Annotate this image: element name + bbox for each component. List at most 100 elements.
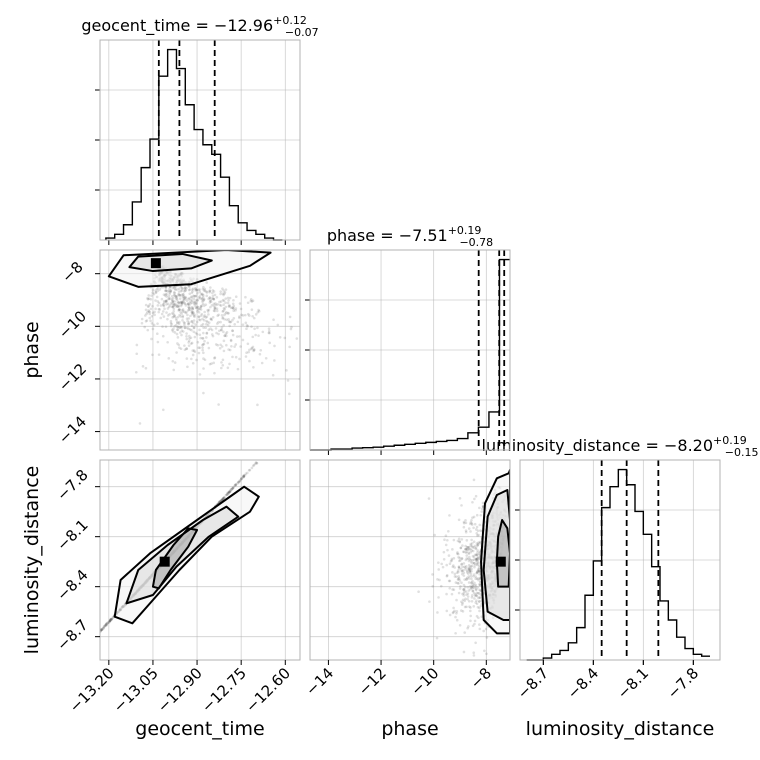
scatter-point bbox=[141, 365, 145, 368]
scatter-point bbox=[168, 292, 171, 296]
scatter-point bbox=[42, 691, 45, 694]
scatter-point bbox=[154, 291, 158, 294]
scatter-point bbox=[185, 347, 188, 351]
scatter-point bbox=[186, 309, 190, 312]
scatter-point bbox=[458, 579, 462, 582]
scatter-point bbox=[464, 530, 468, 534]
scatter-point bbox=[203, 358, 207, 362]
scatter-point bbox=[474, 559, 478, 563]
scatter-point bbox=[219, 292, 222, 296]
scatter-point bbox=[68, 663, 71, 666]
scatter-point bbox=[467, 581, 471, 584]
scatter-point bbox=[224, 312, 228, 315]
scatter-point bbox=[223, 292, 226, 295]
hist-step-luminosity-distance bbox=[526, 468, 710, 661]
scatter-point bbox=[188, 292, 192, 296]
scatter-point bbox=[182, 290, 186, 293]
scatter-point bbox=[183, 323, 186, 327]
scatter-point bbox=[187, 344, 191, 347]
x-tick-label-phase: −8 bbox=[467, 664, 495, 692]
scatter-point bbox=[179, 325, 182, 329]
scatter-point bbox=[442, 550, 446, 554]
scatter-point bbox=[466, 585, 470, 589]
scatter-point bbox=[186, 313, 189, 317]
scatter-point bbox=[164, 286, 168, 289]
scatter-point bbox=[105, 623, 108, 627]
scatter-point bbox=[180, 293, 183, 297]
scatter-point bbox=[469, 530, 472, 533]
scatter-point bbox=[172, 307, 176, 311]
scatter-point bbox=[438, 578, 441, 582]
scatter-point bbox=[462, 583, 466, 587]
scatter-point bbox=[179, 331, 182, 334]
y-tick-label-luminosity-distance: −8.1 bbox=[53, 516, 91, 554]
scatter-point bbox=[193, 301, 197, 304]
scatter-point bbox=[477, 569, 481, 572]
scatter-point bbox=[198, 373, 202, 376]
scatter-point bbox=[468, 557, 472, 561]
scatter-point bbox=[108, 619, 112, 623]
scatter-point bbox=[457, 582, 460, 585]
scatter-point bbox=[192, 321, 195, 325]
scatter-point bbox=[197, 318, 201, 321]
scatter-point bbox=[225, 334, 228, 338]
scatter-point bbox=[473, 619, 477, 623]
scatter-point bbox=[457, 575, 460, 578]
scatter-point bbox=[246, 342, 250, 346]
scatter-point bbox=[467, 625, 470, 628]
scatter-point bbox=[202, 293, 205, 297]
scatter-point bbox=[238, 479, 242, 483]
scatter-point bbox=[148, 310, 151, 314]
scatter-point bbox=[479, 596, 482, 599]
scatter-point bbox=[180, 302, 184, 305]
scatter-point bbox=[484, 627, 488, 631]
scatter-point bbox=[204, 303, 208, 306]
scatter-point bbox=[193, 304, 197, 307]
scatter-point bbox=[167, 297, 171, 300]
scatter-point bbox=[221, 316, 225, 319]
scatter-point bbox=[181, 315, 185, 319]
scatter-point bbox=[162, 301, 166, 305]
scatter-point bbox=[268, 341, 271, 345]
scatter-point bbox=[470, 542, 474, 545]
scatter-point bbox=[228, 305, 231, 308]
scatter-point bbox=[464, 566, 467, 569]
scatter-point bbox=[467, 577, 471, 580]
scatter-point bbox=[262, 455, 265, 458]
scatter-point bbox=[165, 292, 168, 296]
scatter-point bbox=[202, 357, 205, 360]
scatter-point bbox=[241, 476, 245, 479]
scatter-point bbox=[185, 299, 189, 302]
title-phase-value: −7.51 bbox=[399, 226, 448, 245]
scatter-point bbox=[147, 310, 151, 313]
scatter-point bbox=[250, 300, 254, 303]
scatter-point bbox=[162, 293, 166, 296]
scatter-point bbox=[431, 585, 435, 588]
scatter-point bbox=[475, 614, 479, 618]
scatter-point bbox=[206, 341, 210, 345]
scatter-point bbox=[201, 343, 204, 347]
scatter-point bbox=[476, 563, 479, 567]
scatter-point bbox=[476, 555, 480, 559]
scatter-point bbox=[465, 569, 469, 573]
scatter-point bbox=[468, 569, 472, 573]
title-luminosity-distance-value: −8.20 bbox=[664, 436, 713, 455]
scatter-point bbox=[222, 349, 226, 353]
scatter-point bbox=[471, 584, 475, 588]
scatter-point bbox=[206, 308, 209, 312]
scatter-point bbox=[267, 327, 271, 330]
scatter-point bbox=[180, 286, 184, 290]
x-tick-label-geocent-time: −12.90 bbox=[154, 664, 206, 716]
hist-panel-luminosity-distance bbox=[515, 460, 720, 665]
scatter-point bbox=[144, 320, 148, 323]
scatter-point bbox=[68, 663, 71, 666]
scatter-point bbox=[447, 529, 450, 533]
scatter-point bbox=[478, 506, 481, 510]
scatter-point bbox=[174, 323, 178, 327]
scatter-point bbox=[108, 620, 112, 623]
scatter-point bbox=[475, 599, 478, 603]
scatter-point bbox=[194, 331, 198, 335]
scatter-point bbox=[168, 312, 171, 316]
scatter-point bbox=[213, 309, 217, 313]
scatter-point bbox=[232, 316, 236, 320]
